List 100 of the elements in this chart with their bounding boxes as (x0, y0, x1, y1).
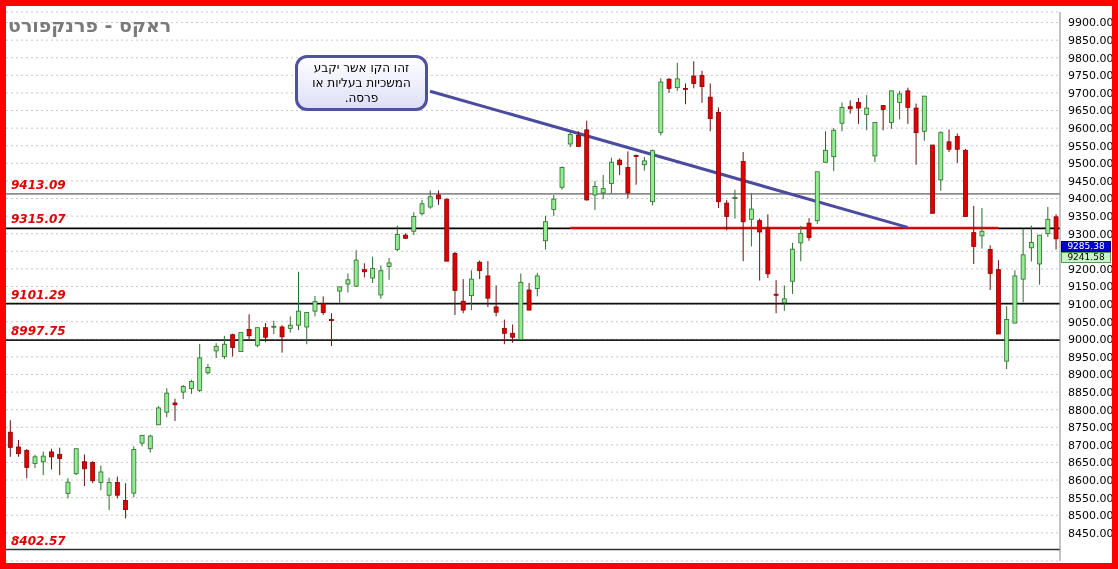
candlestick (683, 82, 688, 105)
y-tick-label: 9350.00 (1068, 210, 1114, 224)
candlestick (386, 257, 392, 281)
y-tick-label: 8900.00 (1068, 368, 1114, 382)
candlestick (954, 132, 960, 164)
candlestick (749, 193, 754, 247)
y-tick-label: 9800.00 (1068, 51, 1114, 65)
candlestick (856, 97, 861, 125)
candlestick (823, 130, 828, 164)
y-tick-label: 8850.00 (1068, 385, 1114, 399)
y-tick-label: 8650.00 (1068, 456, 1114, 470)
candlestick (329, 312, 334, 347)
candlestick (1045, 206, 1051, 238)
y-tick-label: 8750.00 (1068, 421, 1114, 435)
candlestick (477, 259, 483, 280)
ref-line-label: 9315.07 (11, 212, 67, 227)
y-tick-label: 9450.00 (1068, 174, 1114, 188)
candlestick (699, 70, 705, 104)
candlestick (7, 419, 13, 458)
candlestick (757, 218, 763, 282)
y-tick-label: 9200.00 (1068, 262, 1114, 276)
annotation: זהו הקו אשר יקבע המשכיות בעליות או פרסה. (311, 60, 412, 106)
y-tick-label: 9400.00 (1068, 192, 1114, 206)
candlestick (880, 105, 886, 131)
y-tick-label: 8950.00 (1068, 350, 1114, 364)
candlestick (493, 284, 499, 317)
candlestick (732, 189, 738, 220)
candlestick (49, 448, 54, 470)
candlestick (296, 271, 301, 331)
candlestick (592, 180, 598, 211)
y-tick-label: 9900.00 (1068, 16, 1114, 30)
candlestick (798, 225, 804, 262)
candlestick (781, 284, 787, 312)
candlestick (864, 94, 870, 131)
candlestick (987, 244, 993, 291)
y-tick-label: 8800.00 (1068, 403, 1114, 417)
y-tick-label: 9750.00 (1068, 69, 1114, 83)
y-tick-label: 9050.00 (1068, 315, 1114, 329)
candlestick (246, 313, 252, 341)
candlestick (469, 269, 474, 311)
y-tick-label: 8500.00 (1068, 509, 1114, 523)
candlestick (320, 295, 326, 316)
y-tick-label: 9650.00 (1068, 104, 1114, 118)
candlestick (312, 295, 318, 317)
y-tick-label: 9300.00 (1068, 227, 1114, 241)
candlestick (806, 217, 812, 242)
candlestick (543, 215, 548, 251)
candlestick (279, 324, 285, 354)
candlestick (633, 154, 639, 186)
candlestick (946, 129, 952, 153)
candlestick (411, 211, 417, 236)
candlestick (98, 465, 104, 491)
y-tick-label: 8700.00 (1068, 438, 1114, 452)
candlestick (609, 157, 614, 195)
ref-line-label: 9101.29 (11, 287, 66, 302)
candlestick (724, 199, 730, 231)
candlestick (510, 324, 515, 344)
y-tick-label: 9500.00 (1068, 157, 1114, 171)
candlestick (345, 272, 351, 293)
y-tick-label: 9850.00 (1068, 34, 1114, 48)
candlestick (773, 279, 779, 314)
candlestick (370, 256, 376, 284)
chart-title: ראקס - פרנקפורט (8, 14, 172, 36)
ref-line-label: 8997.75 (11, 324, 66, 339)
candlestick (534, 272, 540, 297)
y-tick-label: 9150.00 (1068, 280, 1114, 294)
candlestick (691, 60, 697, 89)
candlestick (526, 282, 532, 311)
candlestick (460, 278, 466, 314)
candlestick (106, 477, 112, 511)
candlestick (82, 453, 87, 487)
candlestick (707, 82, 713, 132)
candlestick (57, 447, 63, 476)
candlestick (114, 476, 120, 499)
candlestick (123, 482, 128, 519)
candlestick (222, 335, 227, 360)
candlestick (394, 225, 400, 252)
candlestick (501, 319, 507, 345)
y-tick-label: 8550.00 (1068, 491, 1114, 505)
candlestick (905, 87, 911, 125)
candlestick (897, 90, 903, 120)
candlestick (254, 327, 260, 348)
candlestick (172, 398, 178, 422)
y-tick-label: 9000.00 (1068, 333, 1114, 347)
candlestick (164, 387, 170, 418)
candlestick (839, 101, 845, 132)
candlestick (427, 189, 433, 210)
y-tick-label: 9700.00 (1068, 86, 1114, 100)
candlestick (979, 207, 985, 249)
candlestick (24, 448, 30, 479)
candlestick (485, 260, 491, 308)
ref-line-label: 9413.09 (11, 177, 66, 192)
candlestick (40, 451, 46, 476)
candlestick (600, 174, 606, 200)
candlestick (551, 194, 557, 217)
candlestick (263, 322, 268, 343)
candlestick (674, 62, 680, 92)
candlestick (156, 405, 161, 426)
candlestick (238, 332, 244, 353)
candlestick (559, 165, 565, 191)
